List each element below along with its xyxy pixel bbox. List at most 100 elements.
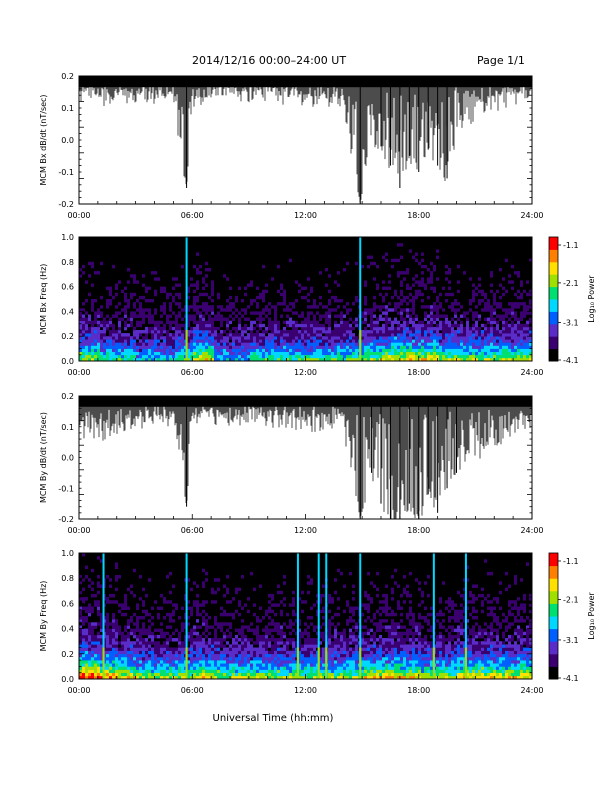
heatmap-cell — [202, 336, 205, 340]
heatmap-cell — [502, 336, 505, 340]
heatmap-cell — [88, 675, 91, 680]
heatmap-cell — [214, 357, 217, 362]
heatmap-cell — [106, 336, 109, 340]
heatmap-cell — [133, 351, 136, 356]
heatmap-cell — [217, 663, 220, 667]
heatmap-cell — [283, 292, 286, 297]
heatmap-cell — [463, 351, 466, 356]
heatmap-cell — [100, 660, 103, 664]
heatmap-cell — [181, 663, 184, 667]
heatmap-cell — [103, 348, 106, 352]
heatmap-cell — [133, 666, 136, 670]
heatmap-cell — [235, 650, 238, 655]
heatmap-cell — [79, 590, 82, 595]
heatmap-cell — [130, 631, 133, 636]
heatmap-cell — [457, 354, 460, 359]
heatmap-cell — [88, 603, 91, 607]
heatmap-cell — [415, 330, 418, 334]
heatmap-cell — [511, 305, 514, 309]
heatmap-cell — [82, 336, 85, 340]
heatmap-cell — [523, 305, 526, 309]
heatmap-cell — [382, 336, 385, 340]
heatmap-cell — [205, 675, 208, 680]
heatmap-cell — [124, 600, 127, 604]
heatmap-cell — [226, 634, 229, 639]
heatmap-cell — [316, 357, 319, 362]
event-line-low — [185, 330, 188, 361]
heatmap-cell — [157, 656, 160, 661]
heatmap-cell — [214, 326, 217, 331]
heatmap-cell — [373, 302, 376, 306]
heatmap-cell — [142, 295, 145, 300]
heatmap-cell — [514, 342, 517, 346]
heatmap-cell — [388, 317, 391, 321]
heatmap-cell — [262, 295, 265, 300]
heatmap-cell — [196, 638, 199, 642]
heatmap-cell — [154, 336, 157, 340]
heatmap-cell — [184, 345, 187, 349]
heatmap-cell — [97, 308, 100, 312]
heatmap-cell — [94, 593, 97, 598]
heatmap-cell — [457, 342, 460, 346]
heatmap-cell — [523, 348, 526, 352]
heatmap-cell — [391, 308, 394, 312]
heatmap-cell — [220, 612, 223, 617]
y-tick-label: 0.6 — [61, 283, 74, 292]
heatmap-cell — [274, 357, 277, 362]
heatmap-cell — [418, 320, 421, 325]
heatmap-cell — [346, 330, 349, 334]
colorbar-tick-label: -2.1 — [563, 279, 579, 288]
heatmap-cell — [334, 342, 337, 346]
heatmap-cell — [460, 314, 463, 318]
y-tick-label: 0.2 — [61, 332, 74, 341]
heatmap-cell — [214, 634, 217, 639]
heatmap-cell — [142, 638, 145, 642]
heatmap-cell — [514, 336, 517, 340]
heatmap-cell — [136, 606, 139, 610]
heatmap-cell — [190, 656, 193, 661]
heatmap-cell — [202, 650, 205, 655]
heatmap-cell — [373, 320, 376, 325]
heatmap-cell — [184, 357, 187, 362]
heatmap-cell — [133, 354, 136, 359]
heatmap-cell — [79, 616, 82, 620]
heatmap-cell — [517, 302, 520, 306]
heatmap-cell — [94, 647, 97, 651]
heatmap-cell — [289, 348, 292, 352]
heatmap-cell — [394, 330, 397, 334]
heatmap-cell — [310, 323, 313, 328]
heatmap-cell — [331, 342, 334, 346]
heatmap-cell — [229, 354, 232, 359]
heatmap-cell — [187, 330, 190, 334]
heatmap-cell — [106, 323, 109, 328]
heatmap-cell — [385, 336, 388, 340]
heatmap-cell — [349, 317, 352, 321]
heatmap-cell — [466, 336, 469, 340]
heatmap-cell — [157, 650, 160, 655]
heatmap-cell — [256, 305, 259, 309]
heatmap-cell — [442, 342, 445, 346]
heatmap-cell — [217, 292, 220, 297]
heatmap-cell — [181, 351, 184, 356]
heatmap-cell — [475, 342, 478, 346]
heatmap-cell — [274, 314, 277, 318]
heatmap-cell — [112, 634, 115, 639]
heatmap-cell — [517, 323, 520, 328]
colorbar-tick-label: -1.1 — [563, 241, 579, 250]
heatmap-cell — [199, 675, 202, 680]
heatmap-cell — [376, 336, 379, 340]
heatmap-cell — [136, 280, 139, 284]
heatmap-cell — [91, 330, 94, 334]
heatmap-cell — [187, 634, 190, 639]
heatmap-cell — [361, 351, 364, 356]
heatmap-cell — [94, 299, 97, 303]
heatmap-cell — [382, 326, 385, 331]
heatmap-cell — [199, 603, 202, 607]
heatmap-cell — [250, 336, 253, 340]
heatmap-cell — [217, 672, 220, 677]
heatmap-cell — [325, 311, 328, 315]
heatmap-cell — [292, 348, 295, 352]
heatmap-cell — [124, 597, 127, 601]
heatmap-cell — [130, 616, 133, 620]
heatmap-cell — [121, 612, 124, 617]
